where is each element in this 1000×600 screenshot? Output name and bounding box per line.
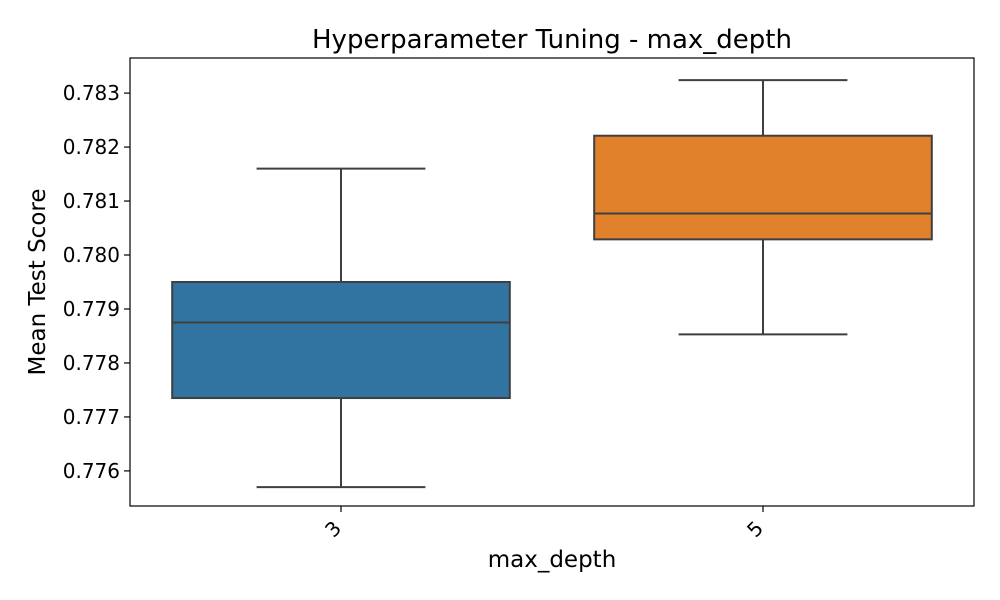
y-axis-label: Mean Test Score	[25, 189, 51, 376]
chart-title: Hyperparameter Tuning - max_depth	[312, 25, 792, 55]
plot-frame	[129, 57, 975, 507]
y-tick-label: 0.783	[63, 81, 120, 105]
x-tick-label: 5	[742, 516, 768, 542]
y-tick-label: 0.777	[63, 405, 120, 429]
y-tick-label: 0.779	[63, 297, 120, 321]
y-tick-label: 0.776	[63, 459, 120, 483]
y-tick-label: 0.778	[63, 351, 120, 375]
box-5	[593, 134, 933, 241]
plot-area: 0.776 0.777 0.778 0.779 0.780 0.781 0.782 0.783…	[63, 57, 975, 542]
y-tick-label: 0.782	[63, 135, 120, 159]
box-3	[171, 281, 511, 400]
y-tick-label: 0.780	[63, 243, 120, 267]
x-axis-label: max_depth	[488, 547, 617, 573]
y-tick-label: 0.781	[63, 189, 120, 213]
x-tick-label: 3	[320, 516, 346, 542]
